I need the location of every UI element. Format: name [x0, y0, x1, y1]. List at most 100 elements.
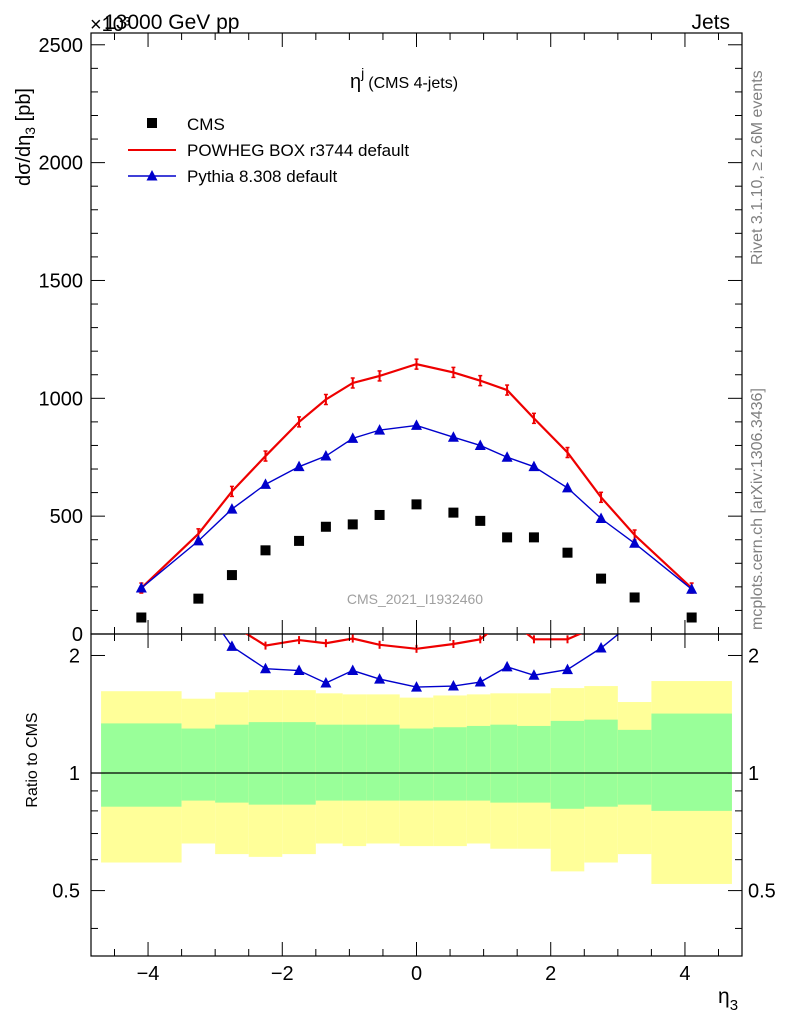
legend-label-powheg: POWHEG BOX r3744 default: [187, 141, 409, 160]
pythia-point-15: [629, 537, 641, 548]
rivet-version-label: Rivet 3.1.10, ≥ 2.6M events: [749, 70, 766, 265]
cms-point-12: [528, 532, 539, 543]
pythia-point-0: [135, 582, 147, 593]
ratio-pythia-point-13: [562, 663, 574, 675]
pythia-point-1: [192, 534, 204, 546]
cms-point-3: [260, 545, 271, 556]
cms-point-7: [374, 509, 385, 520]
pythia-point-11: [501, 451, 513, 462]
ratio-xtick-label-2: 2: [545, 963, 556, 985]
legend-marker-pythia: [146, 170, 158, 181]
analysis-watermark: CMS_2021_I1932460: [347, 591, 483, 607]
ratio-pythia-point-12: [528, 669, 540, 680]
cms-point-13: [562, 547, 573, 558]
ratio-band-inner-1: [181, 728, 216, 801]
ratio-uncertainty-bands: [101, 681, 732, 884]
ratio-pythia-point-8: [411, 681, 422, 692]
pythia-point-4: [293, 460, 305, 472]
x-axis-label-main: η: [718, 985, 730, 1008]
pythia-point-8: [411, 419, 422, 430]
legend-marker-cms: [147, 118, 157, 128]
pythia-point-13: [562, 481, 574, 493]
ratio-pythia-point-7: [374, 673, 386, 684]
ratio-pythia-point-4: [293, 664, 305, 676]
ratio-ytick-label-left-0.5: 0.5: [52, 881, 80, 903]
ratio-pythia-point-16: [686, 592, 697, 603]
cms-point-14: [596, 573, 607, 584]
cms-point-16: [686, 612, 697, 623]
ratio-pythia-point-6: [347, 664, 359, 676]
main-ytick-label-2000: 2000: [39, 153, 84, 175]
pythia-point-3: [259, 478, 271, 489]
ratio-ytick-label-left-1: 1: [69, 763, 80, 785]
ratio-band-inner-2: [215, 724, 249, 803]
ratio-y-axis-label: Ratio to CMS: [24, 712, 41, 807]
mcplots-label: mcplots.cern.ch [arXiv:1306.3436]: [749, 388, 766, 630]
main-y-axis-label-b: [pb]: [13, 88, 35, 127]
ratio-band-inner-0: [101, 723, 182, 807]
cms-point-0: [136, 612, 147, 623]
cms-point-11: [502, 532, 513, 543]
main-ytick-label-0: 0: [72, 624, 83, 646]
ratio-band-inner-12: [517, 725, 551, 803]
pythia-point-6: [347, 432, 359, 443]
ratio-pythia-point-0: [136, 592, 147, 603]
cms-point-9: [448, 507, 459, 518]
header-right: Jets: [691, 11, 730, 34]
ratio-xtick-label--2: −2: [271, 963, 294, 985]
plot-title: ηj(CMS 4-jets): [350, 65, 458, 93]
ratio-band-inner-15: [617, 729, 652, 805]
main-y-axis-label-sub: 3: [22, 127, 38, 135]
cms-point-4: [294, 535, 305, 546]
ratio-band-inner-11: [490, 724, 518, 803]
header-left: 13000 GeV pp: [104, 11, 239, 34]
pythia-point-7: [374, 424, 386, 435]
ratio-band-inner-6: [342, 724, 367, 801]
main-series-layer: [135, 358, 698, 623]
legend-label-pythia: Pythia 8.308 default: [187, 167, 338, 186]
ratio-band-inner-5: [315, 724, 343, 801]
ratio-band-inner-10: [466, 725, 491, 801]
legend: CMS POWHEG BOX r3744 default Pythia 8.30…: [128, 115, 409, 186]
pythia-point-2: [226, 503, 238, 514]
ratio-ytick-label-left-2: 2: [69, 645, 80, 667]
x-axis-label-sub: 3: [730, 997, 738, 1014]
ratio-pythia-point-10: [474, 676, 486, 687]
axis-exponent: ×10³: [90, 14, 131, 36]
ratio-band-inner-4: [282, 722, 316, 805]
cms-point-2: [226, 570, 237, 581]
ratio-ytick-label-right-0.5: 0.5: [748, 881, 776, 903]
ratio-pythia-point-15: [629, 615, 640, 626]
ratio-band-inner-14: [584, 719, 618, 807]
main-ytick-label-500: 500: [50, 506, 83, 528]
pythia-point-16: [686, 583, 698, 594]
main-y-axis-label-a: dσ/dη: [13, 135, 35, 186]
cms-point-15: [629, 592, 640, 603]
cms-point-10: [475, 515, 486, 526]
main-ytick-label-2500: 2500: [39, 35, 84, 57]
main-ytick-label-1500: 1500: [39, 270, 84, 292]
cms-point-5: [320, 521, 331, 532]
ratio-pythia-point-14: [595, 642, 607, 653]
cms-point-8: [411, 499, 422, 510]
legend-label-cms: CMS: [187, 115, 225, 134]
pythia-point-10: [474, 439, 486, 450]
ratio-band-inner-8: [399, 728, 434, 801]
ratio-band-inner-7: [366, 724, 400, 801]
ratio-pythia-point-11: [501, 660, 513, 672]
axis-ticks: [91, 33, 742, 956]
ratio-band-inner-9: [433, 727, 467, 801]
ratio-ytick-label-right-2: 2: [748, 645, 759, 667]
ratio-band-inner-3: [248, 722, 283, 805]
pythia-point-12: [528, 460, 540, 472]
ratio-pythia-point-3: [259, 662, 271, 674]
main-y-axis-label: dσ/dη3 [pb]: [13, 88, 38, 186]
main-ytick-label-1000: 1000: [39, 388, 84, 410]
ratio-xtick-label-0: 0: [411, 963, 422, 985]
ratio-pythia-point-9: [447, 680, 459, 691]
plot-title-main: η: [350, 71, 361, 93]
ratio-band-inner-16: [651, 713, 732, 811]
plot-title-sub: (CMS 4-jets): [368, 75, 458, 92]
